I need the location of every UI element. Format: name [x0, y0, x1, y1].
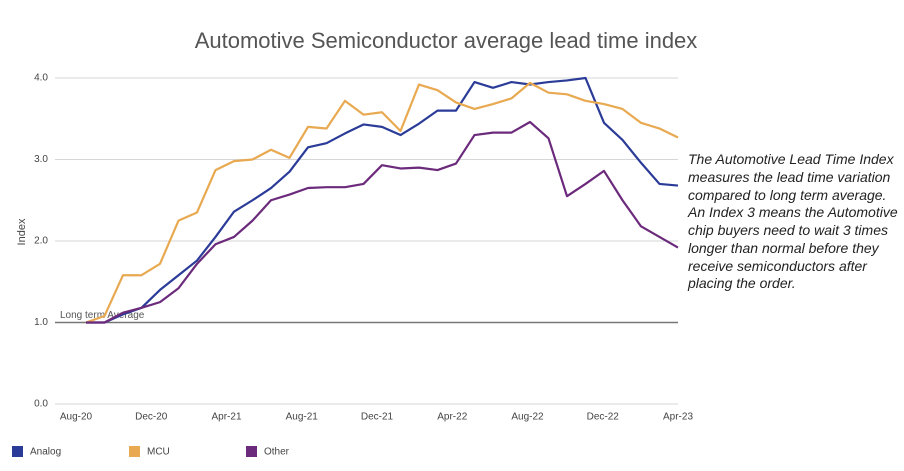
x-tick-label: Apr-23: [663, 412, 693, 423]
legend-swatch: [12, 446, 23, 457]
legend-label: MCU: [147, 447, 170, 458]
x-tick-label: Apr-21: [211, 412, 241, 423]
x-tick-label: Aug-21: [286, 412, 319, 423]
legend-label: Other: [264, 447, 290, 458]
y-tick-label: 4.0: [34, 73, 48, 84]
y-tick-label: 1.0: [34, 317, 48, 328]
series-line: [85, 81, 679, 324]
y-tick-label: 3.0: [34, 154, 48, 165]
x-tick-label: Aug-22: [511, 412, 544, 423]
series-line: [86, 76, 679, 324]
x-tick-label: Dec-22: [587, 412, 620, 423]
y-axis-label: Index: [16, 218, 28, 245]
x-tick-label: Dec-20: [135, 412, 168, 423]
chart-title: Automotive Semiconductor average lead ti…: [195, 28, 698, 53]
x-tick-label: Dec-21: [361, 412, 394, 423]
y-tick-label: 2.0: [34, 236, 48, 247]
legend-label: Analog: [30, 447, 61, 458]
x-tick-label: Aug-20: [60, 412, 93, 423]
y-tick-label: 0.0: [34, 399, 48, 410]
legend-swatch: [129, 446, 140, 457]
x-tick-label: Apr-22: [437, 412, 467, 423]
annotation: The Automotive Lead Time Index measures …: [688, 151, 898, 292]
series-line: [86, 120, 679, 324]
legend-swatch: [246, 446, 257, 457]
